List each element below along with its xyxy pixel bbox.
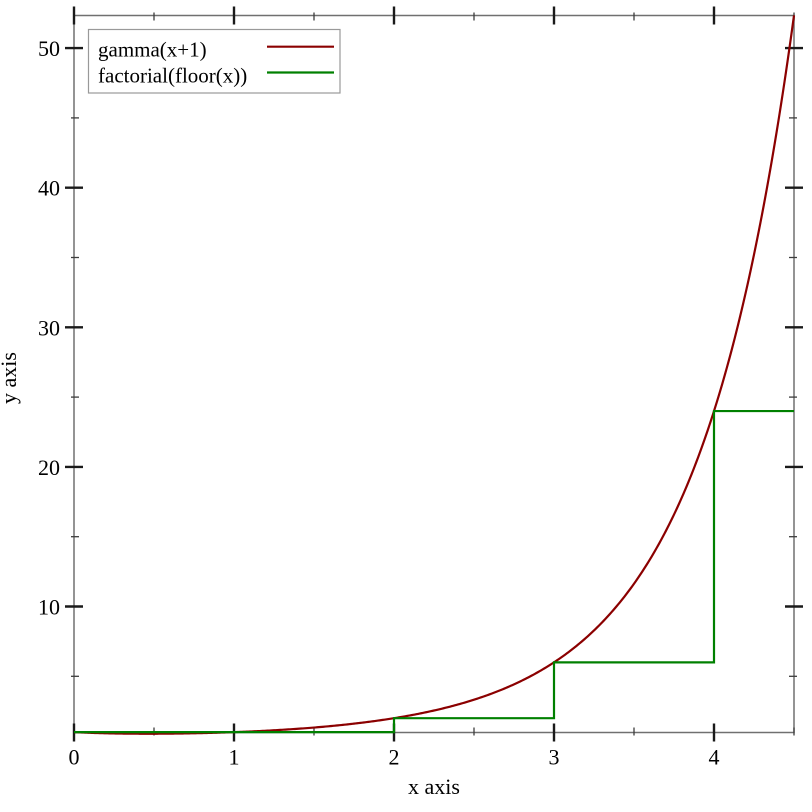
svg-text:factorial(floor(x)): factorial(floor(x)) bbox=[98, 63, 247, 87]
svg-text:x axis: x axis bbox=[408, 774, 460, 799]
svg-text:50: 50 bbox=[38, 36, 60, 61]
svg-text:1: 1 bbox=[229, 745, 240, 770]
svg-text:10: 10 bbox=[38, 595, 60, 620]
svg-text:y axis: y axis bbox=[0, 352, 21, 404]
svg-text:3: 3 bbox=[549, 745, 560, 770]
svg-text:40: 40 bbox=[38, 176, 60, 201]
svg-text:30: 30 bbox=[38, 315, 60, 340]
svg-text:0: 0 bbox=[69, 745, 80, 770]
svg-text:gamma(x+1): gamma(x+1) bbox=[98, 38, 207, 62]
svg-text:4: 4 bbox=[709, 745, 720, 770]
svg-text:2: 2 bbox=[389, 745, 400, 770]
svg-text:20: 20 bbox=[38, 455, 60, 480]
